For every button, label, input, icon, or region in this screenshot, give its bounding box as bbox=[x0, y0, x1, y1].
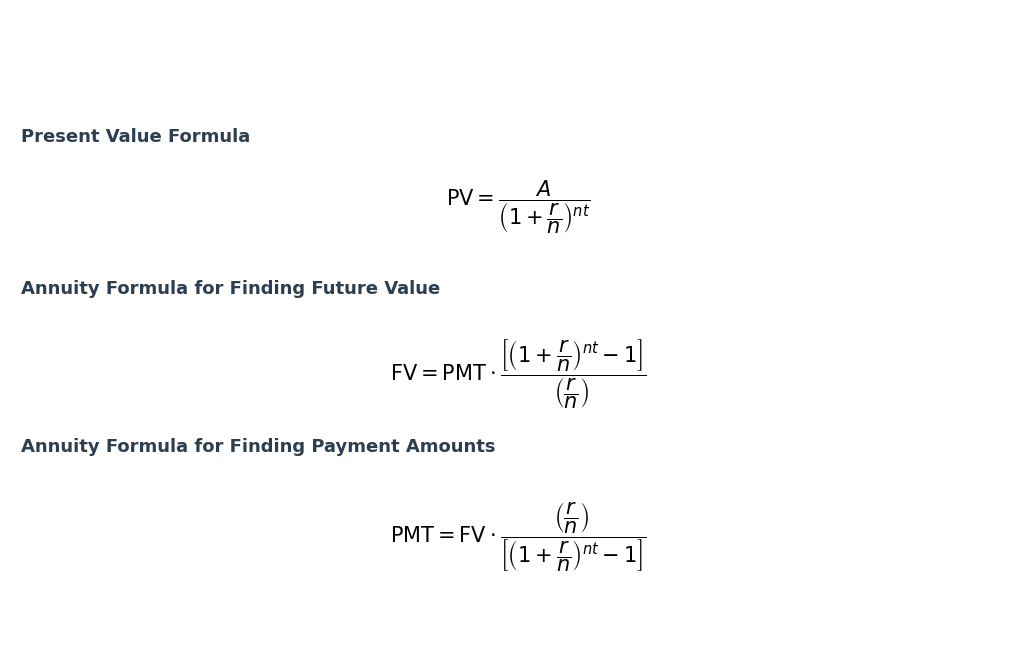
Text: $\mathrm{PV} = \dfrac{A}{\left(1 + \dfrac{r}{n}\right)^{nt}}$: $\mathrm{PV} = \dfrac{A}{\left(1 + \dfra… bbox=[445, 178, 591, 236]
Text: $\mathrm{FV} = \mathrm{PMT} \cdot \dfrac{\left[\left(1 + \dfrac{r}{n}\right)^{nt: $\mathrm{FV} = \mathrm{PMT} \cdot \dfrac… bbox=[390, 337, 646, 411]
Text: Annuity Formula for Finding Payment Amounts: Annuity Formula for Finding Payment Amou… bbox=[21, 438, 495, 456]
Text: Present Value Formula: Present Value Formula bbox=[21, 128, 250, 146]
Text: $\mathrm{PMT} = \mathrm{FV} \cdot \dfrac{\left(\dfrac{r}{n}\right)}{\left[\left(: $\mathrm{PMT} = \mathrm{FV} \cdot \dfrac… bbox=[390, 501, 646, 575]
Text: Annuity Formula for Finding Future Value: Annuity Formula for Finding Future Value bbox=[21, 280, 440, 298]
